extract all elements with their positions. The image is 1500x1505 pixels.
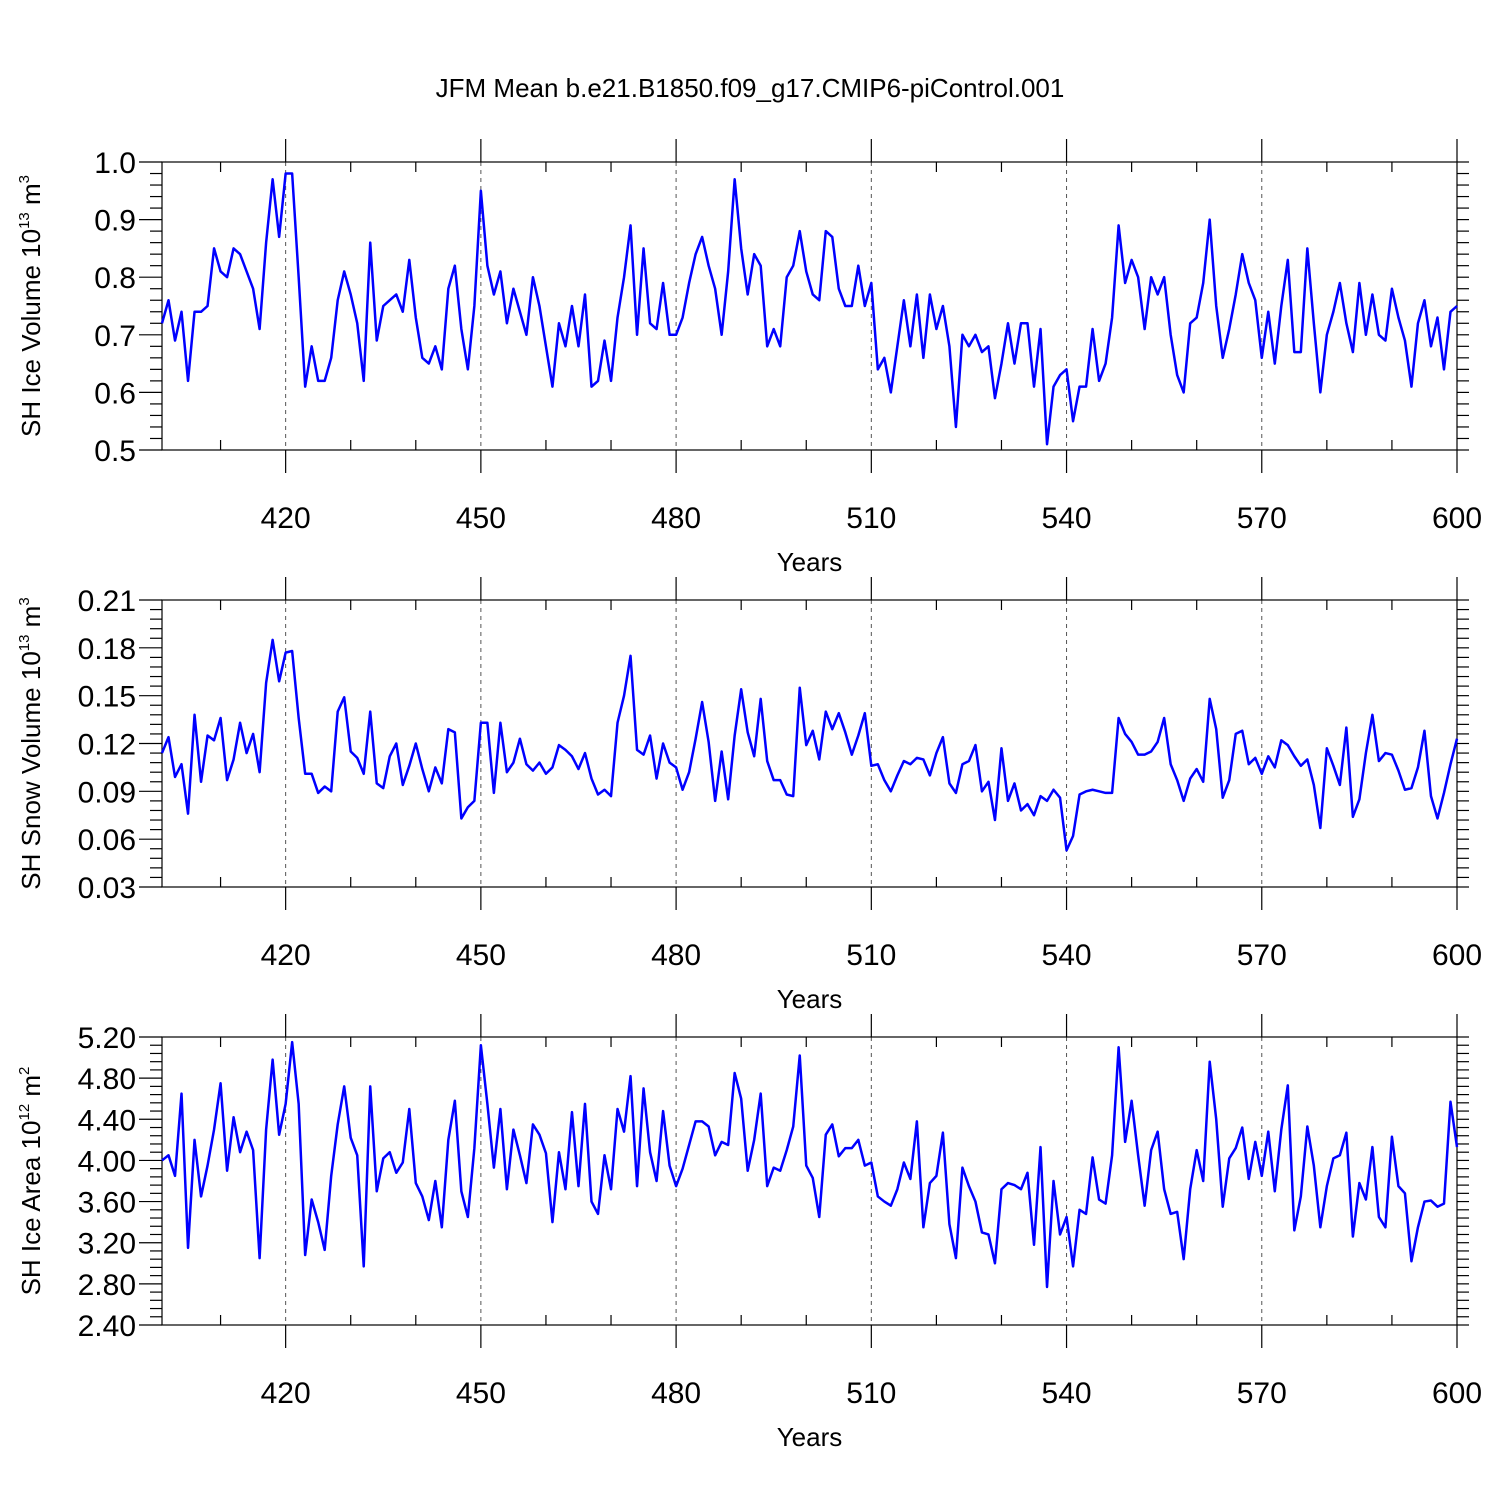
x-axis-title: Years bbox=[777, 1422, 843, 1452]
y-tick-label: 1.0 bbox=[94, 147, 136, 180]
y-tick-label: 0.6 bbox=[94, 377, 136, 410]
x-tick-label: 600 bbox=[1432, 939, 1482, 972]
plot-frame bbox=[161, 161, 1458, 451]
y-tick-label: 0.03 bbox=[78, 872, 136, 905]
x-tick-label: 510 bbox=[846, 502, 896, 535]
x-tick-label: 420 bbox=[261, 939, 311, 972]
x-tick-label: 450 bbox=[456, 502, 506, 535]
x-tick-label: 480 bbox=[651, 502, 701, 535]
x-tick-label: 450 bbox=[456, 1377, 506, 1410]
y-tick-label: 0.7 bbox=[94, 320, 136, 353]
x-tick-label: 420 bbox=[261, 502, 311, 535]
panel-2: 420 450 480 510 540 570 600 Years 0.03 0.06 0.09 0.… bbox=[16, 577, 1482, 1014]
y-tick-label: 0.15 bbox=[78, 681, 136, 714]
y-axis-title: SH Ice Volume 1013 m3 bbox=[16, 175, 46, 437]
y-tick-label: 4.80 bbox=[78, 1063, 136, 1096]
series-line bbox=[160, 172, 1458, 446]
x-tick-label: 420 bbox=[261, 1377, 311, 1410]
y-tick-label: 0.8 bbox=[94, 262, 136, 295]
y-tick-label: 0.18 bbox=[78, 633, 136, 666]
y-tick-label: 0.09 bbox=[78, 776, 136, 809]
panel-3: 420 450 480 510 540 570 600 Years 2.40 2.80 3.20 3.… bbox=[16, 1014, 1482, 1452]
y-tick-label: 3.60 bbox=[78, 1187, 136, 1220]
x-tick-label: 540 bbox=[1042, 1377, 1092, 1410]
x-tick-label: 570 bbox=[1237, 502, 1287, 535]
y-tick-label: 5.20 bbox=[78, 1022, 136, 1055]
y-tick-label: 4.40 bbox=[78, 1104, 136, 1137]
x-tick-label: 480 bbox=[651, 1377, 701, 1410]
series-line bbox=[161, 1040, 1459, 1289]
x-tick-label: 540 bbox=[1042, 502, 1092, 535]
plot-frame bbox=[161, 599, 1458, 888]
chart-title: JFM Mean b.e21.B1850.f09_g17.CMIP6-piCon… bbox=[436, 73, 1065, 103]
x-tick-label: 510 bbox=[846, 939, 896, 972]
y-tick-label: 2.40 bbox=[78, 1310, 136, 1343]
x-tick-label: 480 bbox=[651, 939, 701, 972]
x-tick-label: 570 bbox=[1237, 1377, 1287, 1410]
x-tick-label: 450 bbox=[456, 939, 506, 972]
series-line bbox=[160, 638, 1459, 852]
plot-frame bbox=[161, 1036, 1458, 1326]
y-axis-title: SH Snow Volume 1013 m3 bbox=[16, 597, 46, 889]
y-tick-label: 0.12 bbox=[78, 729, 136, 762]
y-tick-label: 0.21 bbox=[78, 585, 136, 618]
y-tick-label: 0.06 bbox=[78, 824, 136, 857]
x-axis-title: Years bbox=[777, 547, 843, 577]
y-axis-title: SH Ice Area 1012 m2 bbox=[16, 1067, 46, 1296]
y-tick-label: 4.00 bbox=[78, 1145, 136, 1178]
x-tick-label: 570 bbox=[1237, 939, 1287, 972]
y-tick-label: 3.20 bbox=[78, 1228, 136, 1261]
panel-1: 420 450 480 510 540 570 600 Years 0.5 0.6 0.7 0.8 0.… bbox=[16, 139, 1482, 577]
y-tick-label: 0.5 bbox=[94, 435, 136, 468]
x-tick-label: 510 bbox=[846, 1377, 896, 1410]
x-tick-label: 600 bbox=[1432, 502, 1482, 535]
x-tick-label: 540 bbox=[1042, 939, 1092, 972]
y-tick-label: 0.9 bbox=[94, 205, 136, 238]
y-tick-label: 2.80 bbox=[78, 1269, 136, 1302]
x-tick-label: 600 bbox=[1432, 1377, 1482, 1410]
x-axis-title: Years bbox=[777, 984, 843, 1014]
